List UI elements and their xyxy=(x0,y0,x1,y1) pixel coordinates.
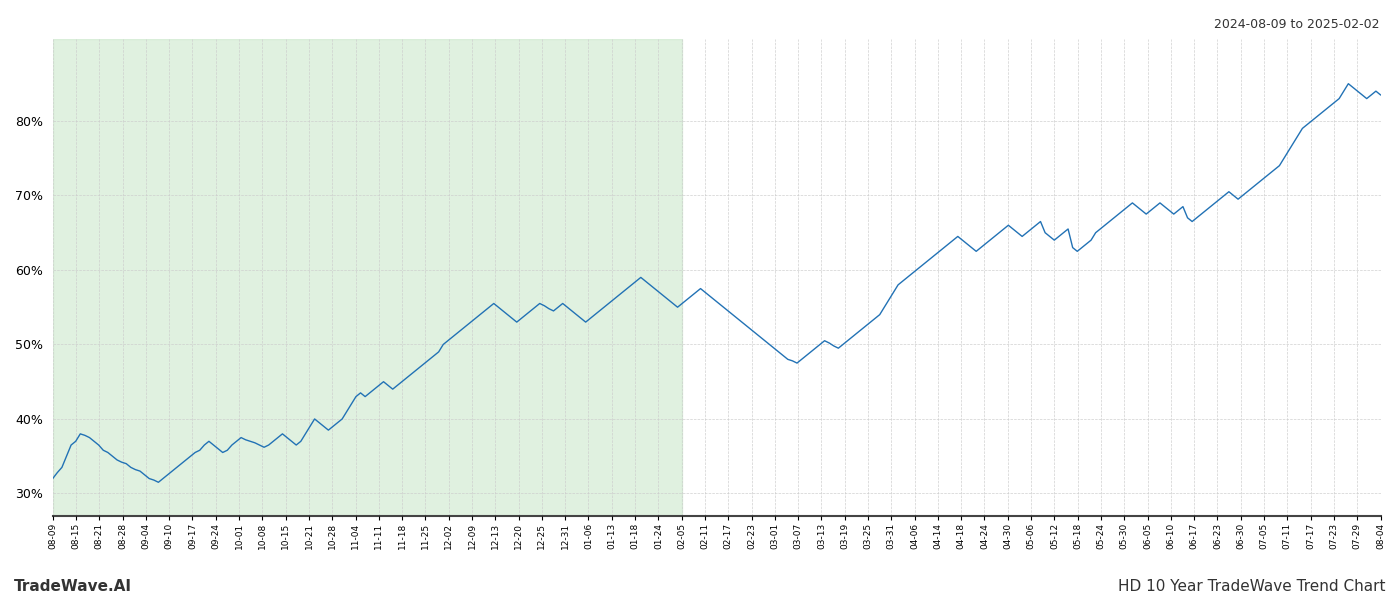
Text: HD 10 Year TradeWave Trend Chart: HD 10 Year TradeWave Trend Chart xyxy=(1119,579,1386,594)
Text: TradeWave.AI: TradeWave.AI xyxy=(14,579,132,594)
Text: 2024-08-09 to 2025-02-02: 2024-08-09 to 2025-02-02 xyxy=(1214,18,1379,31)
Bar xyxy=(53,39,682,516)
